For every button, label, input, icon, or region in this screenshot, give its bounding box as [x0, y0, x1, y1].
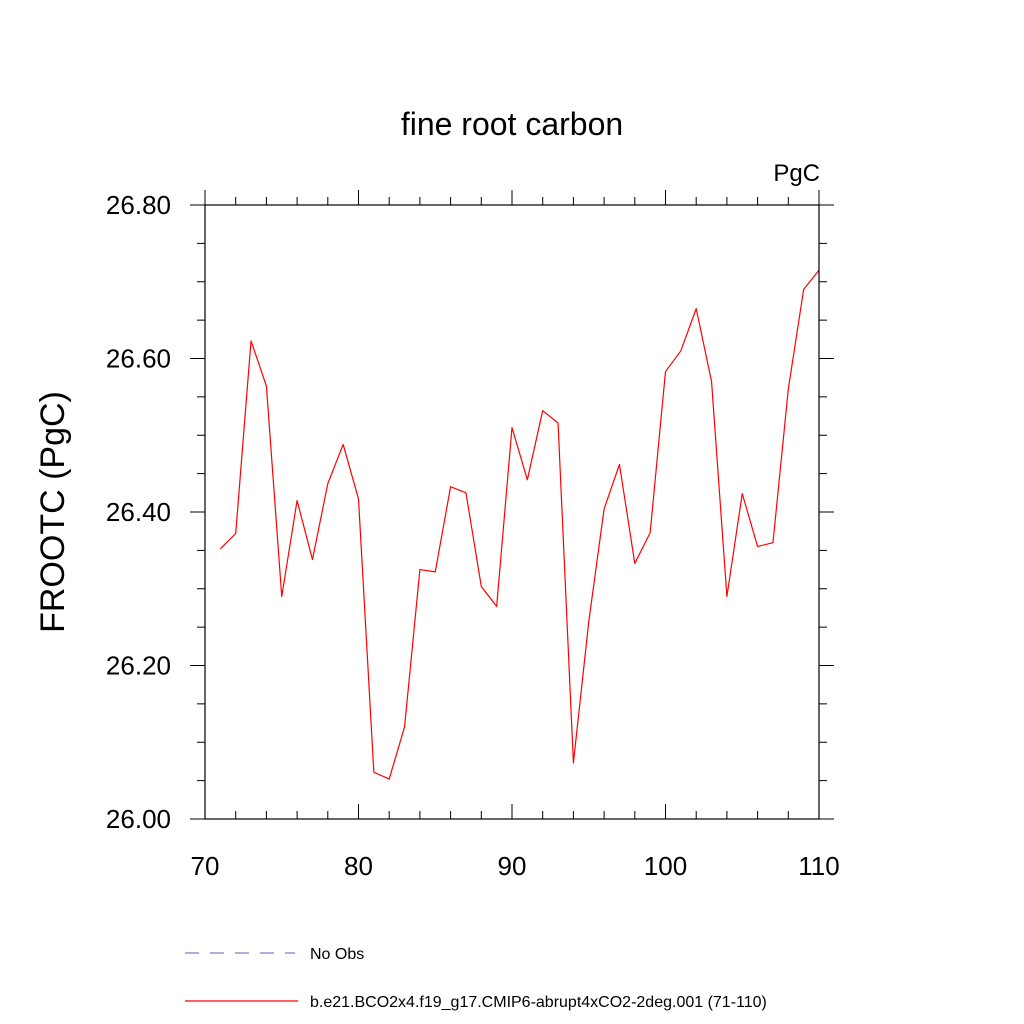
legend-label-no-obs: No Obs	[310, 946, 364, 963]
x-tick-label: 80	[344, 851, 373, 881]
legend: No Obs b.e21.BCO2x4.f19_g17.CMIP6-abrupt…	[185, 946, 767, 1011]
y-tick-labels: 26.00 26.20 26.40 26.60 26.80	[106, 190, 171, 834]
legend-label-model: b.e21.BCO2x4.f19_g17.CMIP6-abrupt4xCO2-2…	[310, 994, 767, 1011]
series-layer	[219, 269, 820, 780]
x-tick-label: 90	[498, 851, 527, 881]
y-tick-label: 26.40	[106, 497, 171, 527]
chart-title: fine root carbon	[401, 106, 623, 142]
y-tick-label: 26.80	[106, 190, 171, 220]
plot-frame	[204, 204, 820, 820]
axis-ticks	[190, 190, 834, 820]
y-tick-label: 26.60	[106, 344, 171, 374]
x-tick-label: 100	[644, 851, 687, 881]
x-tick-label: 70	[191, 851, 220, 881]
x-tick-labels: 70 80 90 100 110	[191, 851, 840, 881]
y-axis-label: FROOTC (PgC)	[34, 391, 72, 633]
y-tick-label: 26.00	[106, 804, 171, 834]
units-label: PgC	[773, 160, 820, 187]
series-line	[219, 269, 820, 780]
x-tick-label: 110	[798, 851, 839, 881]
y-tick-label: 26.20	[106, 651, 171, 681]
